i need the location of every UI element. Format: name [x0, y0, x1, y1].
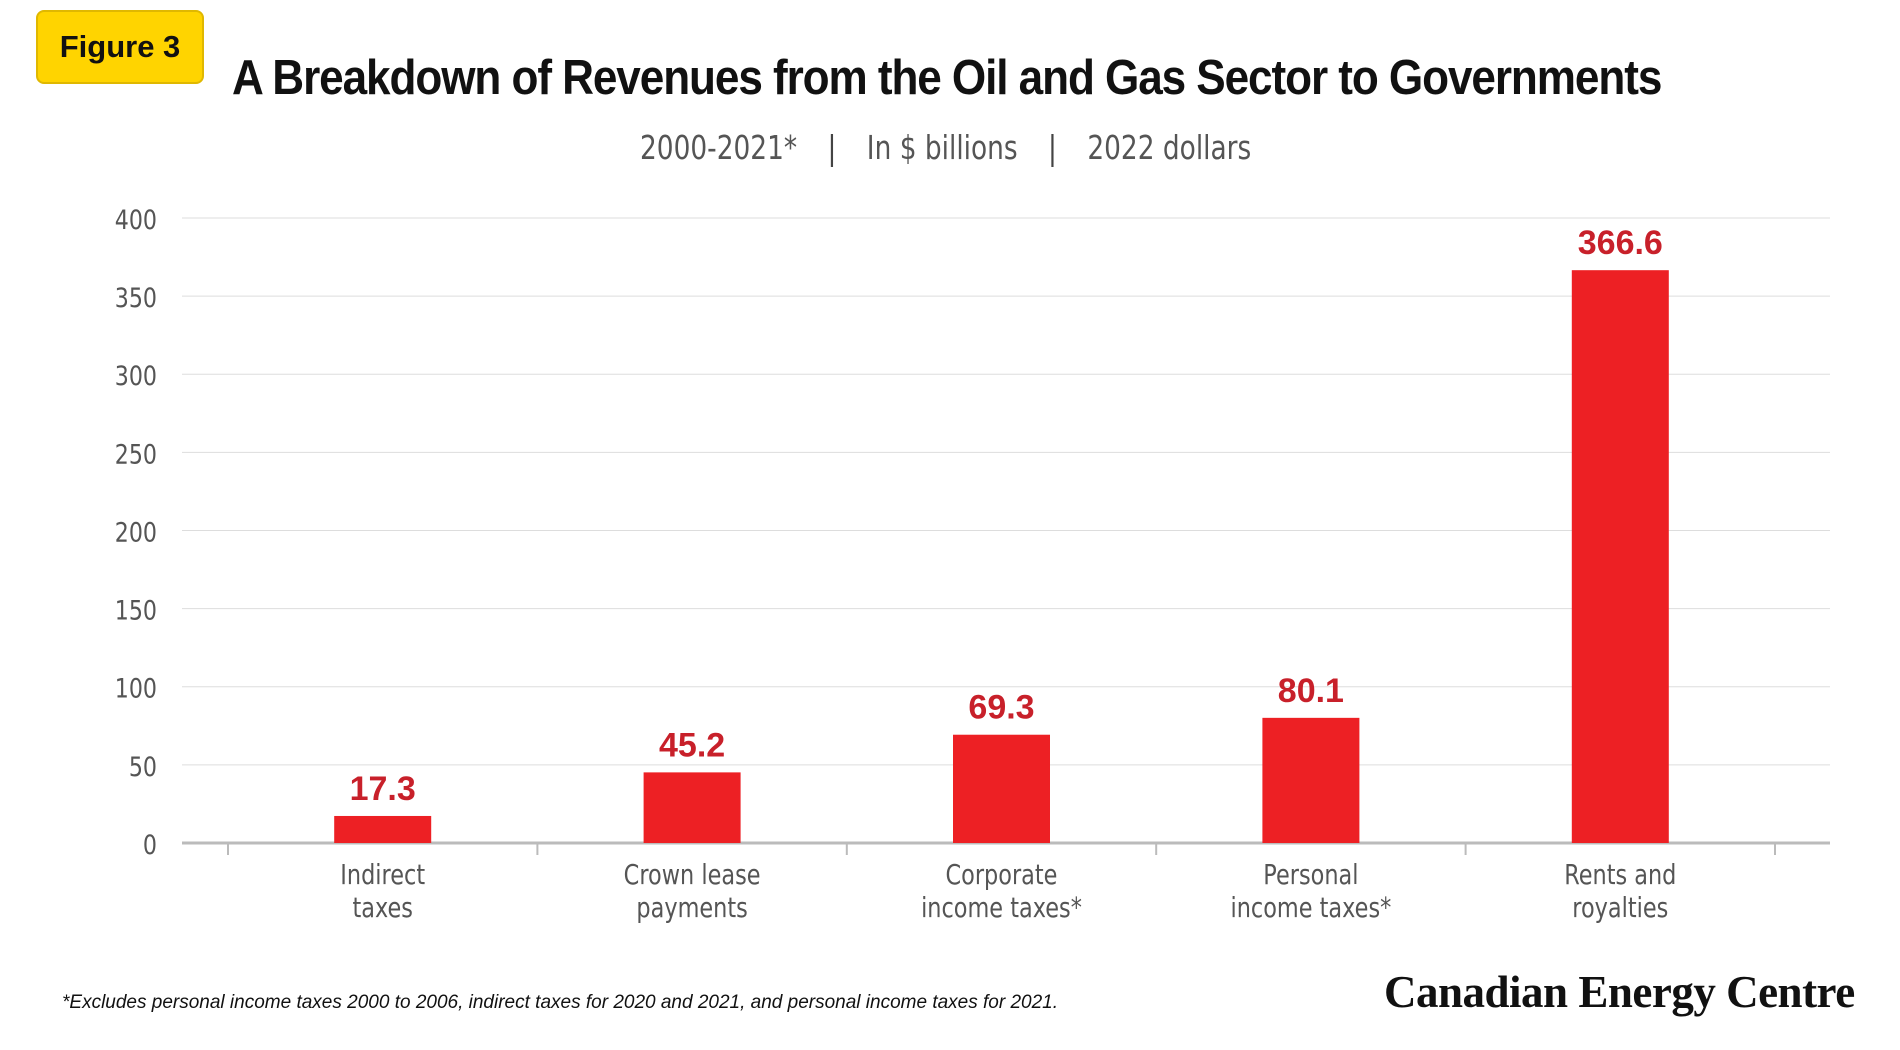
y-tick-label-250: 250	[115, 438, 157, 470]
x-category-label-2-line-1: income taxes*	[921, 890, 1082, 923]
y-tick-label-50: 50	[129, 751, 157, 783]
x-category-label-1-line-1: payments	[636, 890, 747, 923]
x-category-label-1-line-0: Crown lease	[624, 857, 761, 890]
x-category-label-2-line-0: Corporate	[946, 857, 1058, 890]
bar-3	[1262, 717, 1360, 843]
subtitle-unit: In $ billions	[866, 128, 1018, 167]
figure-badge: Figure 3	[36, 10, 204, 84]
brand-logo: Canadian Energy Centre	[1384, 967, 1855, 1017]
bar-2	[953, 734, 1050, 843]
x-category-label-0-line-1: taxes	[352, 890, 413, 923]
y-tick-label-200: 200	[115, 516, 157, 548]
y-tick-label-400: 400	[115, 204, 157, 236]
bar-0	[334, 815, 432, 843]
bar-chart: 0 50 100 150 200 250 300 350 400 17.3 Indirecttaxe…	[115, 204, 1830, 924]
x-category-label-3-line-1: income taxes*	[1230, 890, 1391, 923]
x-category-label-4-line-1: royalties	[1572, 890, 1668, 923]
y-tick-label-300: 300	[115, 360, 157, 392]
subtitle-basis: 2022 dollars	[1087, 128, 1252, 167]
footnote: *Excludes personal income taxes 2000 to …	[62, 992, 1059, 1013]
chart-subtitle: 2000-2021* | In $ billions | 2022 dollar…	[640, 128, 1251, 167]
y-tick-label-150: 150	[115, 594, 157, 626]
y-tick-label-350: 350	[115, 282, 157, 314]
data-label-4: 366.6	[1578, 224, 1663, 262]
y-tick-label-100: 100	[115, 673, 157, 705]
data-label-1: 45.2	[659, 726, 725, 764]
subtitle-separator-2: |	[1048, 128, 1057, 167]
chart-title: A Breakdown of Revenues from the Oil and…	[232, 51, 1662, 105]
bar-1	[643, 772, 741, 843]
subtitle-separator-1: |	[827, 128, 837, 167]
data-label-3: 80.1	[1278, 672, 1344, 710]
data-label-2: 69.3	[968, 689, 1034, 727]
data-label-0: 17.3	[350, 770, 416, 808]
x-category-label-4-line-0: Rents and	[1564, 857, 1676, 890]
subtitle-period: 2000-2021*	[640, 128, 798, 167]
x-category-label-3-line-0: Personal	[1263, 857, 1358, 890]
bar-4	[1571, 270, 1669, 843]
y-tick-label-0: 0	[143, 829, 157, 861]
x-category-label-0-line-0: Indirect	[340, 857, 425, 890]
